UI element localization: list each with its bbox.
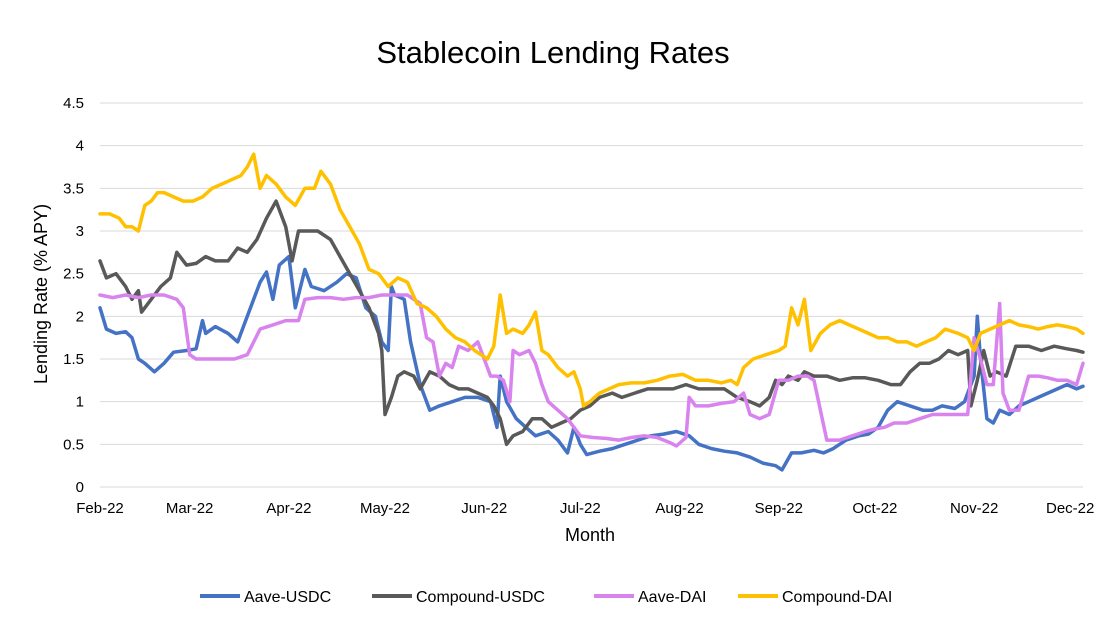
legend-label: Aave-USDC [244,589,331,606]
grid [100,102,1083,445]
y-axis-ticks: 0 0.5 1 1.5 2 2.5 3 3.5 4 4.5 [63,95,84,496]
y-tick-label: 4 [76,138,84,155]
legend-label: Aave-DAI [638,589,706,606]
legend-item-aave-usdc: Aave-USDC [200,589,331,606]
x-axis-ticks: Feb-22 Mar-22 Apr-22 May-22 Jun-22 Jul-22 Aug-… [76,500,1094,517]
legend-label: Compound-DAI [782,589,892,606]
series-line-aave-dai [98,293,1085,448]
y-tick-label: 4.5 [63,95,84,112]
x-tick-label: Feb-22 [76,500,124,517]
x-axis-label: Month [565,525,615,545]
series-group [98,152,1085,472]
x-tick-label: Sep-22 [755,500,803,517]
series-line-compound-dai [98,152,1085,408]
y-tick-label: 0.5 [63,436,84,453]
y-tick-label: 3 [76,223,84,240]
x-tick-label: Nov-22 [950,500,998,517]
legend-label: Compound-USDC [416,589,545,606]
x-tick-label: Jun-22 [461,500,507,517]
legend-item-aave-dai: Aave-DAI [594,589,706,606]
legend-item-compound-dai: Compound-DAI [738,589,892,606]
x-tick-label: May-22 [360,500,410,517]
y-tick-label: 3.5 [63,180,84,197]
y-axis-label: Lending Rate (% APY) [31,204,51,384]
chart-title: Stablecoin Lending Rates [376,35,729,70]
series-line-aave-usdc [98,254,1085,472]
x-tick-label: Mar-22 [166,500,214,517]
x-tick-label: Aug-22 [655,500,703,517]
y-tick-label: 1 [76,394,84,411]
y-tick-label: 0 [76,479,84,496]
y-tick-label: 1.5 [63,351,84,368]
x-tick-label: Oct-22 [852,500,897,517]
legend-item-compound-usdc: Compound-USDC [372,589,545,606]
y-tick-label: 2 [76,308,84,325]
legend: Aave-USDC Compound-USDC Aave-DAI Compound-D… [200,589,892,606]
x-tick-label: Apr-22 [266,500,311,517]
series-line-compound-usdc [98,199,1085,447]
x-tick-label: Dec-22 [1046,500,1094,517]
y-tick-label: 2.5 [63,266,84,283]
x-tick-label: Jul-22 [560,500,601,517]
